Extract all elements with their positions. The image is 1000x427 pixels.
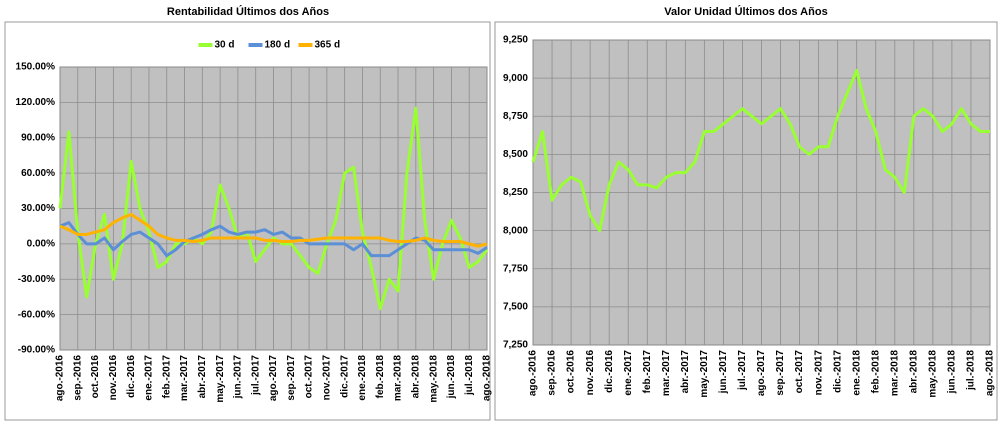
x-tick-label: sep.-2016	[72, 355, 83, 401]
x-tick-label: may.-2018	[928, 350, 939, 398]
chart-title: Valor Unidad Últimos dos Años	[664, 5, 827, 18]
x-tick-label: feb.-2017	[161, 355, 172, 399]
x-tick-label: dic.-2017	[832, 350, 843, 393]
x-tick-label: jul.-2018	[966, 350, 977, 391]
x-tick-label: abr.-2017	[197, 355, 208, 399]
y-tick-label: 0.00%	[27, 239, 55, 250]
x-tick-label: nov.-2016	[585, 350, 596, 396]
x-tick-label: jul.-2018	[464, 355, 475, 396]
data-line	[58, 106, 489, 311]
y-tick-label: 8,000	[503, 225, 528, 236]
x-tick-label: jun.-2018	[947, 350, 958, 395]
x-tick-label: dic.-2016	[604, 350, 615, 393]
y-tick-label: 30.00%	[21, 203, 55, 214]
x-tick-label: ene.-2018	[851, 350, 862, 396]
y-tick-label: 8,750	[503, 111, 528, 122]
x-tick-label: nov.-2017	[322, 355, 333, 401]
data-line	[531, 69, 990, 233]
legend-label: 180 d	[265, 40, 291, 51]
x-tick-label: abr.-2018	[908, 350, 919, 394]
x-tick-label: nov.-2016	[108, 355, 119, 401]
x-tick-label: ago.-2016	[55, 355, 66, 402]
x-tick-label: oct.-2016	[90, 355, 101, 399]
y-tick-label: 7,750	[503, 263, 528, 274]
y-tick-label: 7,250	[503, 340, 528, 351]
x-tick-label: ago.-2018	[482, 355, 493, 402]
y-tick-label: 9,000	[503, 73, 528, 84]
x-tick-label: mar.-2018	[393, 355, 404, 402]
x-tick-label: dic.-2016	[126, 355, 137, 398]
y-tick-label: -90.00%	[18, 345, 55, 356]
x-tick-label: oct.-2017	[794, 350, 805, 394]
x-tick-label: ago.-2017	[268, 355, 279, 402]
y-tick-label: 60.00%	[21, 168, 55, 179]
y-tick-label: 150.00%	[16, 62, 56, 73]
y-tick-label: 8,250	[503, 187, 528, 198]
x-tick-label: mar.-2017	[661, 350, 672, 397]
x-tick-label: oct.-2017	[304, 355, 315, 399]
y-tick-label: 90.00%	[21, 132, 55, 143]
y-tick-label: 8,500	[503, 149, 528, 160]
x-tick-label: sep.-2017	[775, 350, 786, 396]
legend-label: 365 d	[315, 40, 341, 51]
x-tick-label: jun.-2018	[446, 355, 457, 400]
x-tick-label: ene.-2017	[623, 350, 634, 396]
x-tick-label: may.-2017	[699, 350, 710, 398]
x-tick-label: feb.-2018	[870, 350, 881, 394]
y-tick-label: -60.00%	[18, 309, 55, 320]
y-tick-label: 9,250	[503, 35, 528, 46]
x-tick-label: may.-2017	[215, 355, 226, 403]
x-tick-label: nov.-2017	[813, 350, 824, 396]
x-tick-label: abr.-2017	[680, 350, 691, 394]
x-tick-label: dic.-2017	[339, 355, 350, 398]
x-tick-label: oct.-2016	[566, 350, 577, 394]
y-tick-label: 7,500	[503, 302, 528, 313]
chart-title: Rentabilidad Últimos dos Años	[167, 5, 329, 18]
data-line	[59, 212, 488, 248]
x-tick-label: ene.-2017	[144, 355, 155, 401]
x-tick-label: jul.-2017	[250, 355, 261, 396]
x-tick-label: ago.-2017	[756, 350, 767, 397]
legend-label: 30 d	[215, 40, 235, 51]
y-tick-label: -30.00%	[18, 274, 55, 285]
x-tick-label: sep.-2017	[286, 355, 297, 401]
y-tick-label: 120.00%	[16, 97, 56, 108]
x-tick-label: feb.-2018	[375, 355, 386, 399]
x-tick-label: ago.-2018	[985, 350, 996, 397]
x-tick-label: mar.-2017	[179, 355, 190, 402]
x-tick-label: jun.-2017	[718, 350, 729, 395]
x-tick-label: ago.-2016	[528, 350, 539, 397]
data-line	[59, 221, 488, 258]
x-tick-label: jun.-2017	[233, 355, 244, 400]
x-tick-label: ene.-2018	[357, 355, 368, 401]
x-tick-label: sep.-2016	[547, 350, 558, 396]
x-tick-label: jul.-2017	[737, 350, 748, 391]
x-tick-label: feb.-2017	[642, 350, 653, 394]
x-tick-label: may.-2018	[428, 355, 439, 403]
x-tick-label: abr.-2018	[410, 355, 421, 399]
x-tick-label: mar.-2018	[889, 350, 900, 397]
